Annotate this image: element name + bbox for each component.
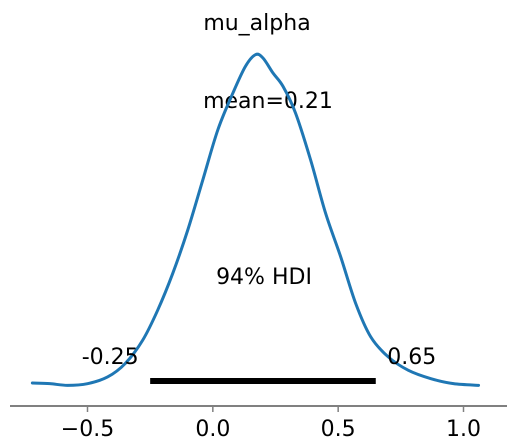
hdi-low-label: -0.25 (82, 345, 139, 370)
x-axis-ticks: −0.5 0.0 0.5 1.0 (61, 406, 481, 442)
x-tick-label: 0.5 (321, 417, 356, 442)
x-tick-label: 0.0 (195, 417, 230, 442)
x-tick-label: 1.0 (446, 417, 481, 442)
hdi-high-label: 0.65 (387, 345, 436, 370)
density-curve (30, 52, 481, 387)
hdi-label: 94% HDI (216, 265, 312, 290)
mean-label: mean=0.21 (203, 89, 333, 114)
x-tick-label: −0.5 (61, 417, 114, 442)
chart-title: mu_alpha (203, 11, 310, 36)
